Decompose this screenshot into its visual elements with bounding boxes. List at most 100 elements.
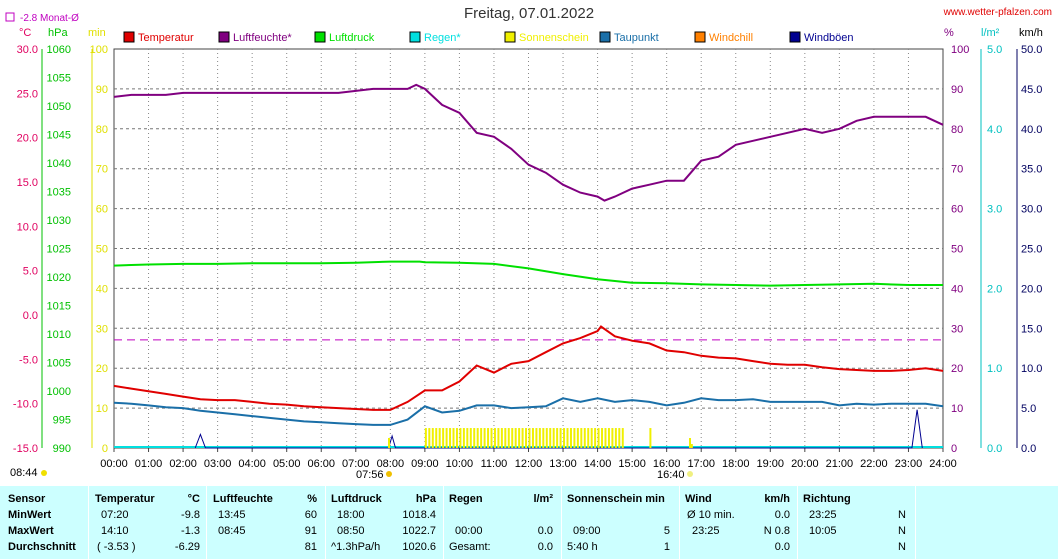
sunshine-bar — [611, 428, 614, 448]
temp-value: -9.8 — [181, 509, 200, 521]
wind-value: N 0.8 — [763, 525, 790, 537]
sunshine-bar — [576, 428, 579, 448]
sunshine-bar — [621, 428, 624, 448]
sunshine-bar — [514, 428, 517, 448]
x-tick-label: 11:00 — [481, 458, 508, 470]
wind-value: 0.0 — [774, 541, 790, 553]
sunset-label: 16:40 — [657, 469, 685, 481]
sunshine-bar — [531, 428, 534, 448]
header-hum-unit: % — [307, 493, 317, 505]
wind-tick-label: 30.0 — [1021, 204, 1042, 216]
header-wind-unit: km/h — [764, 493, 790, 505]
sun-value: 1 — [663, 541, 670, 553]
header-sun: Sonnenschein min — [567, 493, 665, 505]
temp-tick-label: 0.0 — [23, 310, 38, 322]
sunshine-bar — [424, 428, 427, 448]
humidity-tick-label: 0 — [951, 443, 957, 455]
rain-tick-label: 4.0 — [987, 124, 1002, 136]
rain-time: Gesamt: — [449, 541, 491, 553]
legend-label: Sonnenschein — [519, 32, 589, 44]
x-tick-label: 22:00 — [860, 458, 888, 470]
sunshine-bar — [459, 428, 462, 448]
temp-time: 14:10 — [101, 525, 129, 537]
legend-label: Luftdruck — [329, 32, 375, 44]
sunshine-bar — [483, 428, 486, 448]
luftdruck-series-line — [113, 260, 943, 287]
x-tick-label: 05:00 — [273, 458, 301, 470]
sunshine-bar — [545, 428, 548, 448]
x-tick-label: 07:00 — [342, 458, 370, 470]
sunshine-bar — [497, 428, 500, 448]
sunshine-bar — [583, 428, 586, 448]
sunshine-bar — [449, 428, 452, 448]
temp-time: ( -3.53 ) — [97, 541, 136, 553]
pressure-tick-label: 995 — [53, 415, 71, 427]
pressure-unit-label: hPa — [48, 27, 68, 39]
sun-tick-label: 80 — [96, 124, 108, 136]
sunshine-bar — [528, 428, 531, 448]
sun-tick-label: 0 — [102, 443, 108, 455]
legend-swatch — [218, 31, 230, 43]
humidity-tick-label: 50 — [951, 244, 963, 256]
header-rain-unit: l/m² — [533, 493, 553, 505]
press-trend: ^1.3hPa/h — [331, 541, 381, 553]
x-tick-label: 12:00 — [515, 458, 543, 470]
temp-tick-label: -10.0 — [13, 399, 38, 411]
humidity-tick-label: 40 — [951, 283, 963, 295]
humidity-tick-label: 100 — [951, 44, 969, 56]
pressure-tick-label: 1060 — [47, 44, 71, 56]
sun-tick-label: 90 — [96, 84, 108, 96]
legend-label: Regen* — [424, 32, 461, 44]
x-tick-label: 14:00 — [584, 458, 612, 470]
header-rain: Regen — [449, 493, 483, 505]
x-tick-label: 10:00 — [446, 458, 474, 470]
x-tick-label: 24:00 — [929, 458, 957, 470]
sun-unit-label: min — [88, 27, 106, 39]
humidity-tick-label: 20 — [951, 363, 963, 375]
sun-time: 09:00 — [573, 525, 601, 537]
sunshine-bar — [573, 428, 576, 448]
wind-tick-label: 5.0 — [1021, 403, 1036, 415]
press-value: 1022.7 — [402, 525, 436, 537]
x-tick-label: 16:00 — [653, 458, 681, 470]
header-sensor: Sensor — [8, 493, 46, 505]
sunshine-bar — [549, 428, 552, 448]
sunshine-bar — [473, 428, 476, 448]
wind-tick-label: 0.0 — [1021, 443, 1036, 455]
sunshine-bar — [587, 428, 590, 448]
legend-label: Temperatur — [138, 32, 194, 44]
sunshine-bar — [476, 428, 479, 448]
dir-time: 23:25 — [809, 509, 837, 521]
header-dir: Richtung — [803, 493, 851, 505]
stats-table: Sensor Temperatur °C Luftfeuchte % Luftd… — [0, 486, 1058, 559]
site-link[interactable]: www.wetter-pfalzen.com — [943, 7, 1052, 18]
sunshine-bar — [469, 428, 472, 448]
sunshine-bar — [493, 428, 496, 448]
taupunkt-series-line — [113, 397, 944, 426]
sunshine-bar — [604, 428, 607, 448]
hum-time: 08:45 — [218, 525, 246, 537]
pressure-tick-label: 1000 — [47, 386, 71, 398]
pressure-tick-label: 1005 — [47, 358, 71, 370]
header-temp-unit: °C — [187, 493, 200, 505]
sunshine-bar — [607, 428, 610, 448]
temp-tick-label: 5.0 — [23, 266, 38, 278]
press-value: 1018.4 — [402, 509, 436, 521]
sunshine-bar — [597, 428, 600, 448]
x-tick-label: 08:00 — [377, 458, 405, 470]
chart-grid — [113, 48, 944, 449]
sunshine-bar — [569, 428, 572, 448]
sunshine-bar — [504, 428, 507, 448]
legend-swatch — [599, 31, 611, 43]
legend-swatch — [409, 31, 421, 43]
header-press: Luftdruck — [331, 493, 382, 505]
dir-time: 10:05 — [809, 525, 837, 537]
sun-tick-label: 100 — [90, 44, 108, 56]
x-tick-label: 17:00 — [687, 458, 715, 470]
x-tick-label: 15:00 — [618, 458, 646, 470]
sunshine-bar — [445, 428, 448, 448]
sunshine-bar — [466, 428, 469, 448]
sun-tick-label: 70 — [96, 164, 108, 176]
sunshine-bar — [455, 428, 458, 448]
sunshine-bar — [556, 428, 559, 448]
